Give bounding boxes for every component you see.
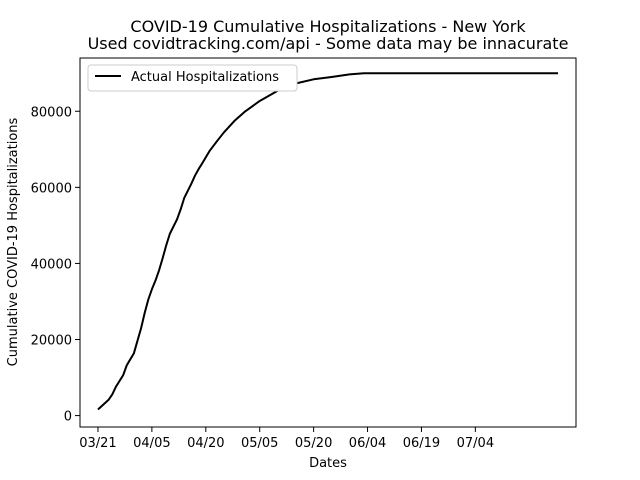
x-tick-label: 07/04	[457, 436, 494, 451]
legend: Actual Hospitalizations	[87, 64, 298, 92]
series-line-0	[97, 72, 559, 411]
x-tick-label: 03/21	[79, 436, 116, 451]
y-tick-label: 40000	[31, 257, 72, 272]
y-tick-label: 20000	[31, 334, 72, 349]
x-tick-label: 04/05	[133, 436, 170, 451]
legend-box	[87, 64, 298, 92]
x-axis-label: Dates	[309, 456, 347, 471]
legend-label: Actual Hospitalizations	[131, 70, 279, 85]
x-tick-label: 06/19	[403, 436, 440, 451]
y-tick-label: 0	[64, 410, 72, 425]
chart-title: COVID-19 Cumulative Hospitalizations - N…	[130, 17, 526, 36]
x-tick-label: 05/05	[241, 436, 278, 451]
y-tick-label: 60000	[31, 181, 72, 196]
plot-frame	[79, 57, 577, 428]
chart-subtitle: Used covidtracking.com/api - Some data m…	[88, 34, 569, 53]
plot-area: 03/21 04/05 04/20 05/05 05/20 06/04 06/19 07/04…	[31, 72, 559, 451]
x-tick-label: 05/20	[295, 436, 332, 451]
x-tick-label: 06/04	[349, 436, 386, 451]
y-axis-label: Cumulative COVID-19 Hospitalizations	[6, 117, 21, 366]
y-tick-label: 80000	[31, 105, 72, 120]
x-tick-label: 04/20	[187, 436, 224, 451]
